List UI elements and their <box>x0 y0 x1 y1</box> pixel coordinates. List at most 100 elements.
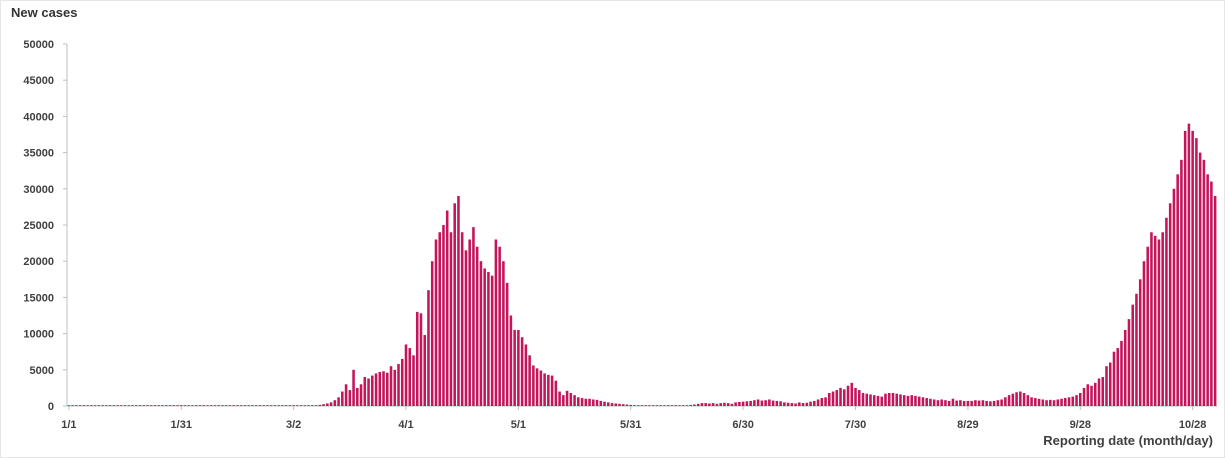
bar <box>719 403 722 406</box>
bar <box>798 402 801 406</box>
bar <box>314 405 318 406</box>
bar <box>1127 319 1131 406</box>
bar <box>386 372 389 406</box>
bar <box>816 399 820 406</box>
bar <box>194 405 198 406</box>
bar <box>468 239 471 406</box>
bar <box>393 369 397 406</box>
bar <box>206 405 209 406</box>
bar <box>715 403 719 406</box>
bar <box>734 402 737 406</box>
bar <box>1191 130 1194 406</box>
bar <box>940 399 943 406</box>
bar <box>636 405 640 406</box>
bar <box>959 400 962 406</box>
bar <box>86 405 89 406</box>
y-tick-label: 25000 <box>23 220 54 232</box>
bar <box>213 405 217 406</box>
bar <box>520 337 524 406</box>
bar <box>472 227 475 406</box>
bar <box>592 399 595 406</box>
bar <box>929 398 932 406</box>
bar <box>633 405 636 406</box>
bar <box>839 387 842 406</box>
bar <box>131 405 134 406</box>
bar <box>367 378 370 406</box>
bar <box>1187 123 1191 406</box>
bar <box>1135 293 1138 406</box>
y-tick-label: 0 <box>48 401 54 413</box>
bar <box>247 405 250 406</box>
bar <box>1120 340 1123 406</box>
bar <box>880 396 884 406</box>
bar <box>828 392 831 406</box>
bar <box>1041 399 1045 406</box>
bar <box>760 400 764 406</box>
bar <box>1112 351 1116 406</box>
bar <box>674 405 677 406</box>
bar <box>1015 392 1018 406</box>
bar <box>741 401 745 406</box>
bar <box>266 405 269 406</box>
bar <box>442 225 445 406</box>
bar <box>711 403 715 406</box>
bar <box>348 390 352 406</box>
bar <box>322 404 325 406</box>
bar <box>1030 397 1033 406</box>
bar <box>670 405 674 406</box>
bar <box>914 395 917 406</box>
bar <box>176 405 179 406</box>
bar <box>685 405 689 406</box>
bar <box>850 382 854 406</box>
bar <box>846 385 850 406</box>
bar <box>1026 395 1030 406</box>
bar <box>232 405 235 406</box>
bar <box>651 405 655 406</box>
y-tick-label: 10000 <box>23 329 54 341</box>
bar <box>962 400 966 406</box>
bar <box>161 405 164 406</box>
bar <box>475 246 479 406</box>
bar <box>1056 399 1060 406</box>
bar <box>607 402 610 406</box>
bar <box>1097 378 1101 406</box>
bar <box>93 405 97 406</box>
bar <box>209 405 213 406</box>
y-tick-label: 5000 <box>30 365 54 377</box>
bar <box>887 392 891 406</box>
bar <box>1210 181 1213 406</box>
bar <box>700 403 704 406</box>
bar <box>876 395 880 406</box>
bar <box>861 392 865 406</box>
bar <box>749 400 752 406</box>
bar <box>730 403 734 406</box>
bar <box>925 398 928 406</box>
bar <box>1075 395 1078 406</box>
bar <box>90 405 93 406</box>
bar <box>344 384 348 406</box>
bar <box>509 315 513 406</box>
bar <box>681 405 685 406</box>
bar <box>150 405 153 406</box>
bar <box>359 384 363 406</box>
bar <box>1067 397 1071 406</box>
bar <box>269 405 273 406</box>
bar <box>453 203 456 406</box>
bar <box>67 405 71 406</box>
bar <box>753 400 756 406</box>
bar <box>146 405 149 406</box>
bar <box>1183 130 1187 406</box>
bar <box>135 405 138 406</box>
bar <box>105 405 108 406</box>
bar <box>1086 384 1090 406</box>
bar <box>142 405 146 406</box>
bar <box>659 405 663 406</box>
bar <box>198 405 202 406</box>
bar <box>221 405 224 406</box>
bar <box>116 405 119 406</box>
bar <box>666 405 670 406</box>
bar <box>974 400 977 406</box>
bar <box>1090 385 1093 406</box>
bar <box>487 272 490 406</box>
bar <box>936 400 940 406</box>
